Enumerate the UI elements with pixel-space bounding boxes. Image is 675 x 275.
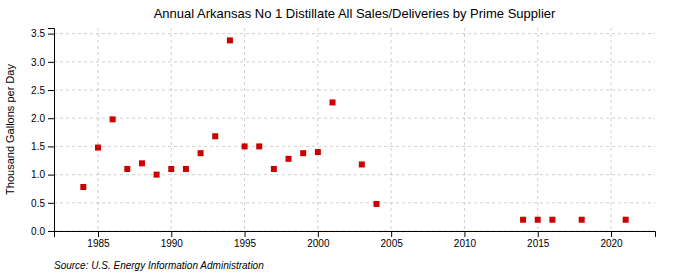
y-tick-mark [48, 146, 54, 147]
point [183, 166, 189, 172]
y-axis-line [48, 29, 55, 232]
y-tick-mark [48, 175, 54, 176]
x-tick-mark [171, 231, 172, 237]
point [520, 217, 526, 223]
x-grid-line [537, 28, 538, 231]
x-grid-line [317, 28, 318, 231]
x-tick-label: 2015 [527, 238, 550, 249]
y-tick-mark [48, 118, 54, 119]
grid [54, 28, 655, 231]
x-tick-mark [318, 231, 319, 237]
y-tick-mark [48, 203, 54, 204]
y-grid-line [54, 90, 655, 91]
x-tick-label: 2005 [381, 238, 404, 249]
x-tick-mark [245, 231, 246, 237]
x-tick-label: 1985 [87, 238, 110, 249]
x-tick-label: 1990 [161, 238, 184, 249]
point [330, 99, 336, 105]
point [359, 161, 365, 167]
point [212, 133, 218, 139]
y-tick-mark [48, 62, 54, 63]
x-grid-line [611, 28, 612, 231]
y-tick-label: 1.5 [31, 141, 45, 152]
y-tick-mark [48, 231, 54, 232]
point [549, 217, 555, 223]
x-tick: 2020 [600, 231, 623, 249]
x-tick-mark [391, 231, 392, 237]
point [373, 201, 379, 207]
x-axis: 1985 1990 1995 2000 2005 2010 2015 2020 [55, 231, 656, 249]
x-tick: 1990 [161, 231, 184, 249]
x-grid-line [464, 28, 465, 231]
y-tick-label: 2.5 [31, 85, 45, 96]
y-axis-title: Thousand Gallons per Day [4, 64, 16, 195]
y-tick-label: 1.0 [31, 169, 45, 180]
point [95, 145, 101, 151]
y-tick-label: 3.0 [31, 57, 45, 68]
x-tick-mark [464, 231, 465, 237]
point [623, 217, 629, 223]
point [124, 166, 130, 172]
y-grid-line [54, 202, 655, 203]
x-tick: 2005 [381, 231, 404, 249]
point [271, 166, 277, 172]
title: Annual Arkansas No 1 Distillate All Sale… [154, 6, 556, 21]
x-tick-label: 1995 [234, 238, 257, 249]
point [198, 150, 204, 156]
x-tick-mark [538, 231, 539, 237]
point [286, 156, 292, 162]
y-grid-line [54, 174, 655, 175]
y-tick-label: 0.5 [31, 198, 45, 209]
x-tick: 1985 [87, 231, 110, 249]
y-tick: 0.0 [31, 226, 54, 237]
point [110, 116, 116, 122]
y-tick: 0.5 [31, 198, 54, 209]
x-tick-mark [98, 231, 99, 237]
plot-area: 1985 1990 1995 2000 2005 2010 2015 2020 0.0 0.5 1.… [31, 28, 655, 249]
y-tick: 3.0 [31, 57, 54, 68]
x-grid-line [244, 28, 245, 231]
y-tick-mark [48, 34, 54, 35]
x-tick: 1995 [234, 231, 257, 249]
x-tick-label: 2010 [454, 238, 477, 249]
point [315, 149, 321, 155]
chart: 1985 1990 1995 2000 2005 2010 2015 2020 0.0 0.5 1.… [0, 0, 675, 275]
x-tick: 2015 [527, 231, 550, 249]
x-grid-line [391, 28, 392, 231]
point [242, 143, 248, 149]
x-tick-mark [611, 231, 612, 237]
point [168, 166, 174, 172]
source: Source: U.S. Energy Information Administ… [54, 260, 264, 271]
point [300, 150, 306, 156]
point [154, 172, 160, 178]
x-tick: 2000 [307, 231, 330, 249]
y-tick: 2.5 [31, 85, 54, 96]
point [80, 184, 86, 190]
point [579, 217, 585, 223]
point [227, 37, 233, 43]
x-axis-line [55, 232, 656, 238]
point [535, 217, 541, 223]
x-grid-line [171, 28, 172, 231]
y-axis: 0.0 0.5 1.0 1.5 2.0 2.5 3.0 3.5 [31, 28, 54, 236]
y-grid-line [54, 118, 655, 119]
points [80, 37, 628, 222]
y-tick: 3.5 [31, 28, 54, 39]
x-tick-label: 2020 [600, 238, 623, 249]
y-tick-label: 0.0 [31, 226, 45, 237]
point [139, 160, 145, 166]
y-tick: 1.5 [31, 141, 54, 152]
y-tick-label: 3.5 [31, 28, 45, 39]
y-grid-line [54, 33, 655, 34]
y-tick: 2.0 [31, 113, 54, 124]
y-tick: 1.0 [31, 169, 54, 180]
y-tick-mark [48, 90, 54, 91]
y-tick-label: 2.0 [31, 113, 45, 124]
y-grid-line [54, 146, 655, 147]
x-tick-label: 2000 [307, 238, 330, 249]
point [256, 143, 262, 149]
x-tick: 2010 [454, 231, 477, 249]
x-grid-line [97, 28, 98, 231]
y-grid-line [54, 61, 655, 62]
